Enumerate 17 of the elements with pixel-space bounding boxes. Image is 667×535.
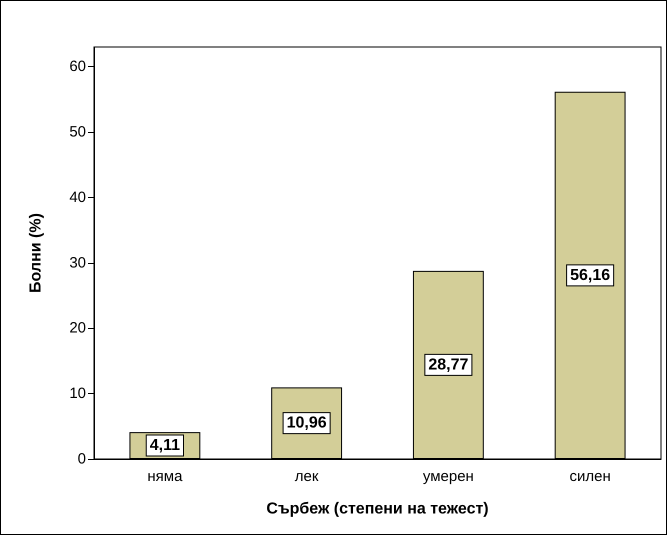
x-tick-label: няма [147, 468, 184, 485]
y-tick-label: 0 [78, 450, 86, 468]
y-tick-label: 30 [69, 254, 86, 272]
y-tick-label: 50 [69, 124, 86, 141]
x-tick-label: лек [294, 468, 319, 485]
data-label: 56,16 [570, 266, 610, 284]
y-tick-label: 10 [69, 385, 86, 402]
x-axis-title: Сърбеж (степени на тежест) [266, 500, 489, 518]
x-tick-label: силен [569, 468, 611, 485]
y-tick-label: 60 [69, 58, 86, 76]
y-axis-title: Болни (%) [28, 213, 44, 293]
data-label: 28,77 [428, 356, 468, 374]
x-tick-label: умерен [422, 468, 474, 485]
y-tick-label: 40 [69, 188, 86, 206]
y-tick-label: 20 [69, 320, 86, 337]
data-label: 10,96 [286, 414, 327, 432]
data-label: 4,11 [150, 437, 180, 454]
